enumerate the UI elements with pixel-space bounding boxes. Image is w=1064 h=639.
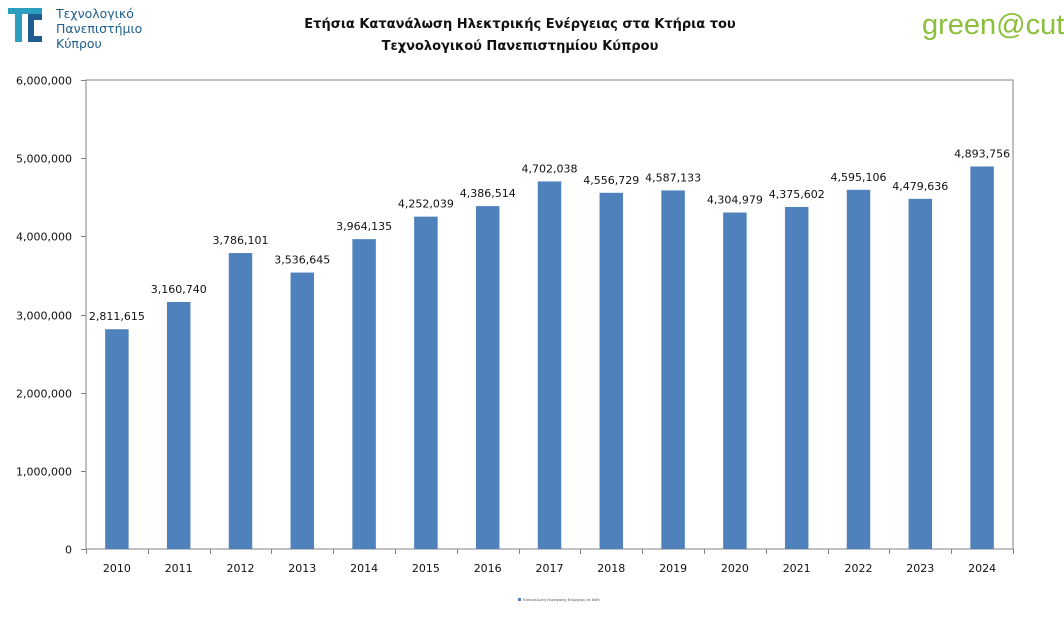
university-name-line: Τεχνολογικό: [56, 6, 134, 21]
legend-swatch: [518, 598, 521, 601]
chart-title: Ετήσια Κατανάλωση Ηλεκτρικής Ενέργειας σ…: [250, 14, 790, 58]
bar-data-label: 4,595,106: [831, 171, 887, 184]
x-axis-tick-label: 2014: [350, 562, 378, 575]
bar-data-label: 3,536,645: [274, 254, 330, 267]
bar-data-label: 4,304,979: [707, 193, 763, 206]
legend-label: Κατανάλωση Ηλεκτρικής Ενέργειας σε kWh: [523, 597, 600, 602]
x-axis-tick-label: 2011: [165, 562, 193, 575]
greencut-logo-green: green: [922, 9, 997, 41]
chart-title-line: Τεχνολογικού Πανεπιστημίου Κύπρου: [381, 39, 659, 54]
x-axis-tick-label: 2012: [227, 562, 255, 575]
bar-data-label: 4,702,038: [522, 162, 578, 175]
bar: [784, 206, 809, 550]
bar-data-label: 4,252,039: [398, 198, 454, 211]
x-axis-tick-label: 2023: [906, 562, 934, 575]
x-axis-tick-label: 2010: [103, 562, 131, 575]
bar: [661, 190, 685, 550]
bar-data-label: 4,587,133: [645, 171, 701, 184]
bar-data-label: 3,160,740: [151, 283, 207, 296]
university-name: Τεχνολογικό Πανεπιστήμιο Κύπρου: [56, 6, 142, 51]
y-axis-tick-label: 5,000,000: [16, 153, 72, 166]
university-name-line: Κύπρου: [56, 36, 102, 51]
y-axis-tick-label: 4,000,000: [16, 231, 72, 244]
bar-data-label: 4,386,514: [460, 187, 516, 200]
chart-legend: Κατανάλωση Ηλεκτρικής Ενέργειας σε kWh: [518, 597, 600, 602]
y-axis-tick-label: 1,000,000: [16, 466, 72, 479]
bar: [166, 301, 191, 549]
bar: [414, 216, 438, 550]
x-axis-tick-label: 2020: [721, 562, 749, 575]
greencut-logo: green@cut: [922, 6, 1064, 46]
bar-data-label: 3,786,101: [213, 234, 269, 247]
bar: [290, 272, 315, 549]
x-axis-tick-label: 2013: [288, 562, 316, 575]
x-axis-tick-label: 2021: [783, 562, 811, 575]
bar-data-label: 4,375,602: [769, 188, 825, 201]
x-axis-tick-label: 2015: [412, 562, 440, 575]
bar: [970, 166, 994, 549]
bar-data-label: 4,556,729: [583, 174, 639, 187]
x-axis-tick-label: 2024: [968, 562, 996, 575]
y-axis-tick-label: 0: [65, 544, 72, 557]
bar-data-label: 4,893,756: [954, 147, 1010, 160]
bar: [105, 329, 129, 549]
university-logo: Τεχνολογικό Πανεπιστήμιο Κύπρου: [6, 6, 166, 51]
bar: [723, 212, 747, 549]
y-axis-tick-label: 3,000,000: [16, 310, 72, 323]
university-name-line: Πανεπιστήμιο: [56, 21, 143, 36]
bar-data-label: 3,964,135: [336, 220, 392, 233]
bar: [599, 192, 624, 550]
x-axis-tick-label: 2022: [845, 562, 873, 575]
bar: [908, 198, 933, 549]
x-axis-tick-label: 2019: [659, 562, 687, 575]
chart-title-line: Ετήσια Κατανάλωση Ηλεκτρικής Ενέργειας σ…: [304, 17, 736, 32]
university-logo-icon: [8, 8, 42, 42]
x-axis-tick-label: 2018: [597, 562, 625, 575]
bar: [352, 239, 376, 549]
greencut-logo-cut: cut: [1025, 9, 1064, 41]
bar: [537, 181, 562, 549]
y-axis-tick-label: 6,000,000: [16, 75, 72, 88]
bar: [475, 206, 500, 549]
x-axis-tick-label: 2016: [474, 562, 502, 575]
bar: [846, 189, 871, 549]
y-axis-tick-label: 2,000,000: [16, 388, 72, 401]
greencut-logo-at: @: [996, 9, 1026, 41]
x-axis-tick-label: 2017: [536, 562, 564, 575]
bar-data-label: 4,479,636: [892, 180, 948, 193]
bar: [228, 253, 253, 549]
bar-data-label: 2,811,615: [89, 310, 145, 323]
